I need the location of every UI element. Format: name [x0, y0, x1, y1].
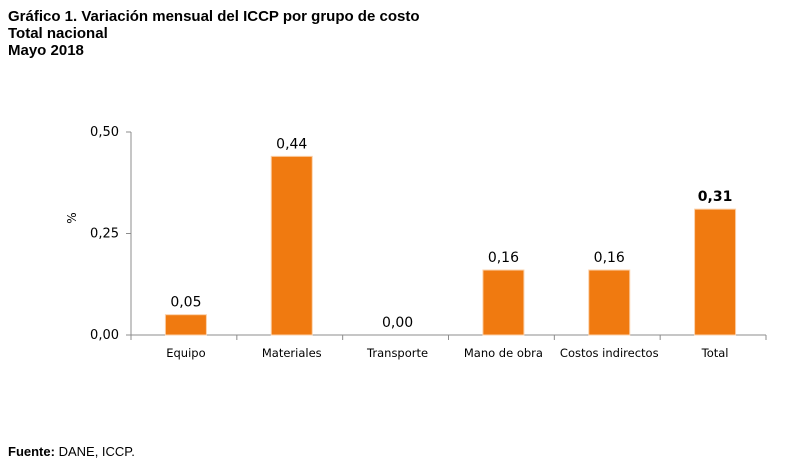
data-label: 0,44: [276, 136, 307, 152]
x-tick-label: Equipo: [166, 346, 205, 360]
data-labels: 0,05 0,44 0,00 0,16 0,16 0,31: [170, 136, 732, 331]
bar: [164, 314, 207, 336]
y-tick-label: 0,50: [90, 125, 119, 140]
y-tick-label: 0,00: [90, 328, 119, 343]
data-label: 0,05: [170, 295, 201, 311]
chart-subtitle-region: Total nacional: [8, 25, 108, 42]
x-tick-label: Transporte: [366, 346, 428, 360]
chart-title: Gráfico 1. Variación mensual del ICCP po…: [8, 8, 420, 25]
y-tick-label: 0,25: [90, 227, 119, 242]
x-tick-label: Costos indirectos: [560, 346, 659, 360]
bar: [270, 155, 313, 336]
y-axis: 0,00 0,25 0,50%: [65, 125, 132, 343]
x-tick-label: Mano de obra: [464, 346, 543, 360]
x-tick-label: Materiales: [262, 346, 322, 360]
data-label: 0,16: [594, 250, 625, 266]
data-label: 0,31: [698, 189, 733, 205]
source-label: Fuente:: [8, 444, 55, 459]
x-axis: Equipo Materiales Transporte Mano de obra Co…: [130, 334, 767, 360]
y-axis-title: %: [65, 212, 79, 223]
x-tick-label: Total: [701, 346, 729, 360]
data-label: 0,00: [382, 315, 413, 331]
source-note: Fuente: DANE, ICCP.: [8, 444, 135, 459]
source-text: DANE, ICCP.: [58, 444, 135, 459]
bar: [482, 269, 525, 336]
data-label: 0,16: [488, 250, 519, 266]
bar: [694, 208, 737, 336]
bars: [164, 155, 737, 336]
chart-title-block: Gráfico 1. Variación mensual del ICCP po…: [8, 8, 420, 59]
chart-subtitle-date: Mayo 2018: [8, 42, 84, 59]
bar: [588, 269, 631, 336]
